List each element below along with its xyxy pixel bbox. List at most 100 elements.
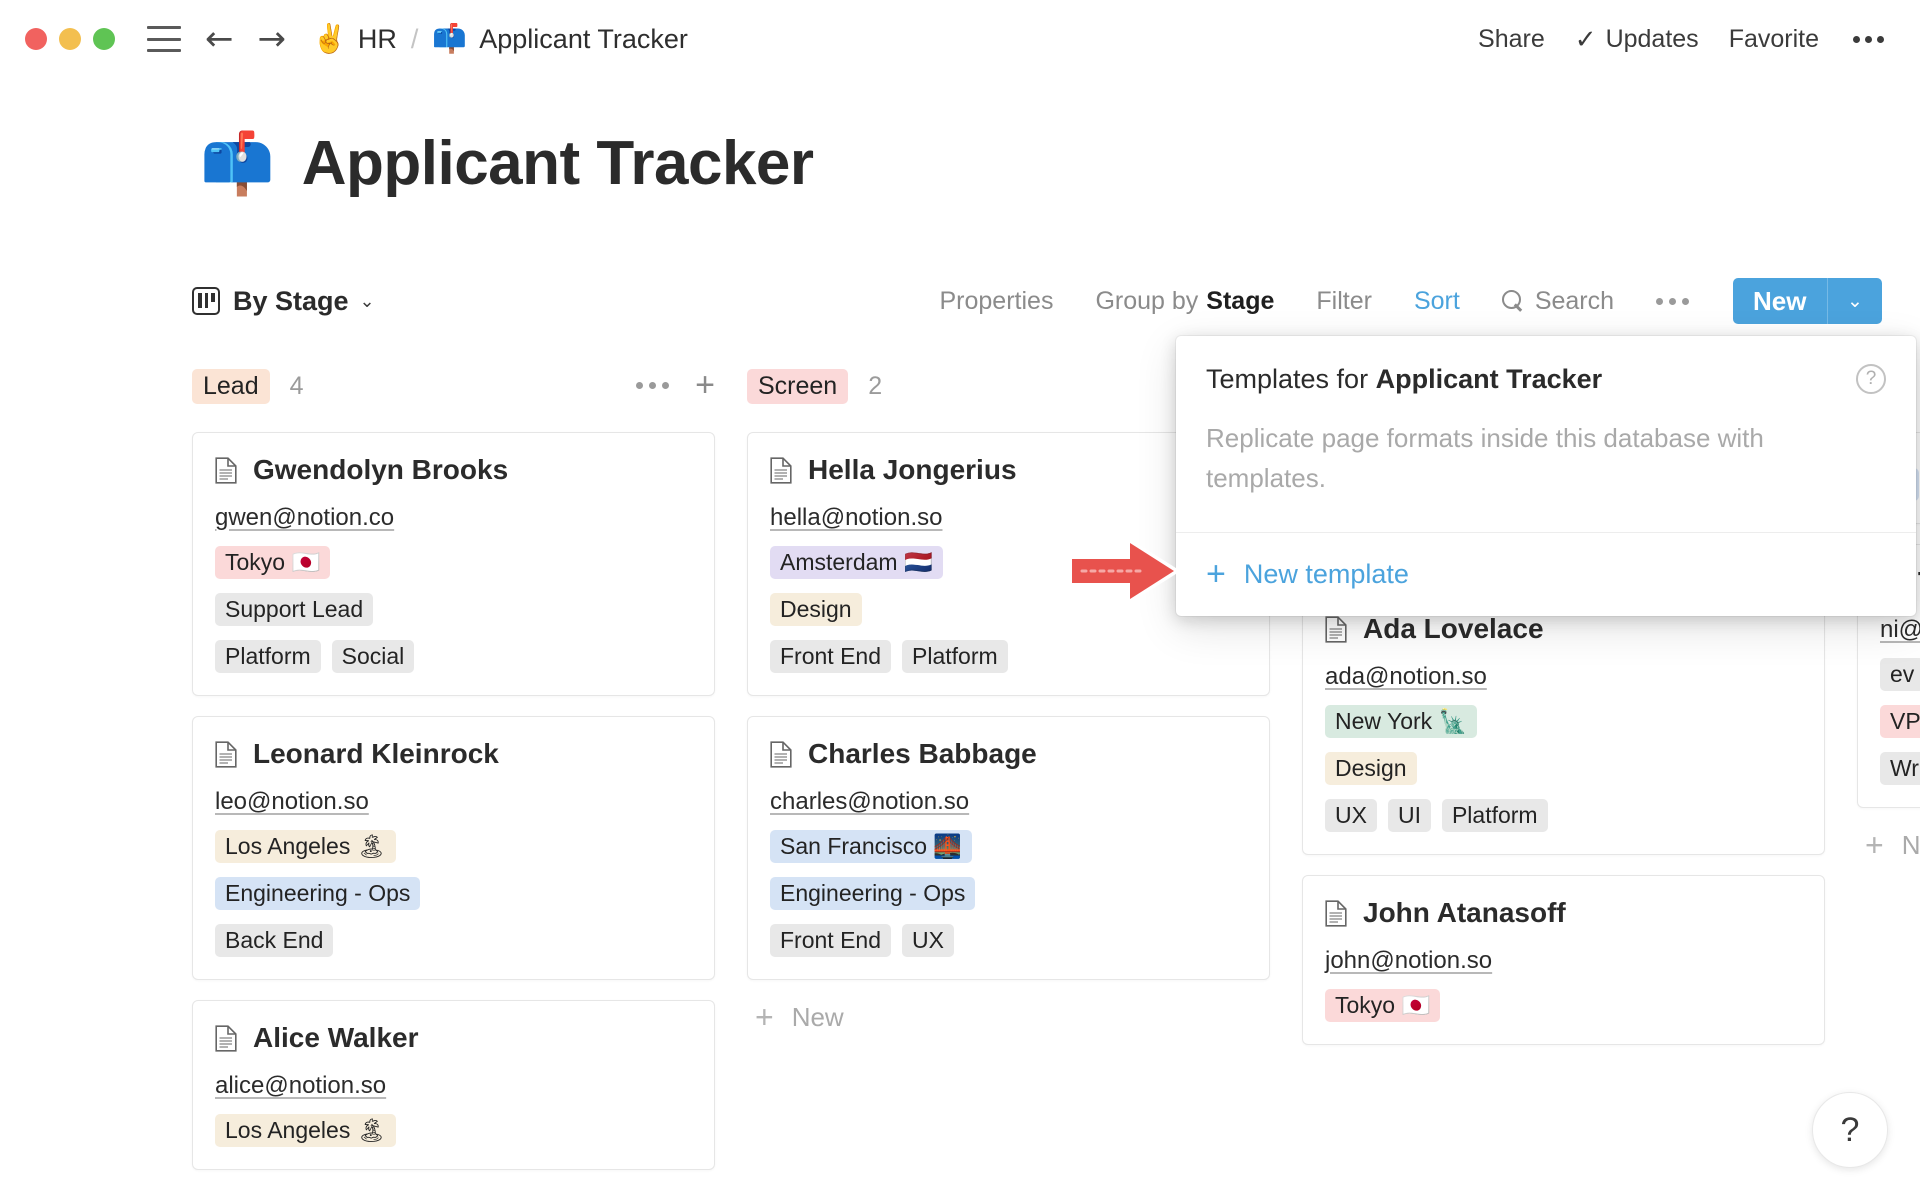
share-button[interactable]: Share xyxy=(1478,24,1545,53)
card-email-link[interactable]: ada@notion.so xyxy=(1325,663,1487,690)
forward-arrow-icon[interactable]: → xyxy=(257,19,287,59)
kanban-card[interactable]: John Atanasoff john@notion.so Tokyo 🇯🇵 xyxy=(1302,875,1825,1045)
card-tag[interactable]: Tokyo 🇯🇵 xyxy=(1325,989,1441,1022)
card-title: Gwendolyn Brooks xyxy=(253,454,509,485)
new-button[interactable]: New xyxy=(1733,278,1827,324)
sort-button[interactable]: Sort xyxy=(1413,286,1460,315)
new-button-group: New ⌄ xyxy=(1733,278,1882,324)
templates-title-prefix: Templates for xyxy=(1206,364,1369,394)
card-tag[interactable]: VP xyxy=(1880,705,1920,738)
card-tag-row: VP xyxy=(1880,705,1920,738)
card-tag[interactable]: Los Angeles 🏝 xyxy=(215,830,396,863)
card-title-row: Alice Walker xyxy=(215,1022,692,1054)
page-icon[interactable]: 📫 xyxy=(200,129,275,197)
card-tag-row: Writ xyxy=(1880,752,1920,785)
card-tag[interactable]: Platform xyxy=(1441,799,1548,832)
properties-button[interactable]: Properties xyxy=(939,286,1054,315)
sidebar-toggle-icon[interactable] xyxy=(147,26,181,52)
favorite-button[interactable]: Favorite xyxy=(1728,24,1819,53)
filter-button[interactable]: Filter xyxy=(1316,286,1372,315)
card-tag-row: Los Angeles 🏝 xyxy=(215,830,692,863)
card-tag[interactable]: UI xyxy=(1387,799,1431,832)
database-toolbar: By Stage ⌄ Properties Group by Stage Fil… xyxy=(192,272,1882,330)
kanban-board: Lead 4 + Gwendolyn Brooks gwen@notion.co Toky… xyxy=(192,360,1920,1200)
maximize-window-button[interactable] xyxy=(93,28,115,50)
kanban-card[interactable]: Hella Jongerius hella@notion.so Amsterdam … xyxy=(747,432,1270,696)
column-add-card-icon[interactable]: + xyxy=(695,366,715,405)
column-new-card-button[interactable]: + New xyxy=(747,1001,1270,1034)
column-header-actions: + xyxy=(636,366,715,405)
card-tag[interactable]: UX xyxy=(902,924,954,957)
card-tag[interactable]: Platform xyxy=(215,640,321,673)
card-tag-row: Tokyo 🇯🇵 xyxy=(1325,989,1802,1022)
card-email-link[interactable]: alice@notion.so xyxy=(215,1072,387,1099)
card-tag[interactable]: Social xyxy=(331,640,415,673)
card-tag[interactable]: New York 🗽 xyxy=(1325,705,1478,738)
card-tag[interactable]: Support Lead xyxy=(215,593,374,626)
card-email-link[interactable]: ni@ xyxy=(1880,616,1920,643)
card-tag[interactable]: Front End xyxy=(770,640,891,673)
card-tag[interactable]: Engineering - Ops xyxy=(770,877,976,910)
stage-badge[interactable]: Lead xyxy=(192,368,270,404)
kanban-card[interactable]: Charles Babbage charles@notion.so San Fran… xyxy=(747,716,1270,980)
view-name-label: By Stage xyxy=(233,285,349,316)
card-tag-row: Amsterdam 🇳🇱 xyxy=(770,546,1247,579)
card-tag[interactable]: Back End xyxy=(215,924,334,957)
card-tag[interactable]: Platform xyxy=(902,640,1008,673)
kanban-card[interactable]: Gwendolyn Brooks gwen@notion.co Tokyo 🇯🇵 Su… xyxy=(192,432,715,696)
card-email-link[interactable]: john@notion.so xyxy=(1325,947,1493,974)
breadcrumb-page[interactable]: Applicant Tracker xyxy=(479,23,688,54)
back-arrow-icon[interactable]: ← xyxy=(205,19,234,59)
card-tag[interactable]: UX xyxy=(1325,799,1377,832)
card-title: Charles Babbage xyxy=(808,738,1037,769)
card-tag[interactable]: Tokyo 🇯🇵 xyxy=(215,546,331,579)
page-document-icon xyxy=(1325,899,1347,927)
kanban-column: Screen 2 + Hella Jongerius hella@notion.so Am… xyxy=(747,360,1270,1200)
chevron-down-icon: ⌄ xyxy=(359,290,375,311)
card-title-row: John Atanasoff xyxy=(1325,897,1802,929)
more-options-icon[interactable] xyxy=(1853,35,1884,43)
card-tag[interactable]: Engineering - Ops xyxy=(215,877,421,910)
card-tag[interactable]: Design xyxy=(1325,752,1417,785)
search-icon xyxy=(1501,290,1524,312)
card-email-link[interactable]: charles@notion.so xyxy=(770,788,970,815)
stage-badge[interactable]: Screen xyxy=(747,368,849,404)
card-tag-row: Support Lead xyxy=(215,593,692,626)
kanban-card[interactable]: Ada Lovelace ada@notion.so New York 🗽 Desig… xyxy=(1302,591,1825,855)
card-email-link[interactable]: leo@notion.so xyxy=(215,788,369,815)
kanban-card[interactable]: Alice Walker alice@notion.so Los Angeles 🏝 xyxy=(192,1000,715,1170)
card-email-link[interactable]: gwen@notion.co xyxy=(215,504,395,531)
kanban-card[interactable]: Leonard Kleinrock leo@notion.so Los Angele… xyxy=(192,716,715,980)
column-more-icon[interactable] xyxy=(636,382,670,390)
search-button[interactable]: Search xyxy=(1501,287,1614,316)
breadcrumb-workspace[interactable]: HR xyxy=(357,23,397,54)
page-document-icon xyxy=(1325,615,1347,643)
minimize-window-button[interactable] xyxy=(59,28,81,50)
plus-icon: + xyxy=(1865,827,1884,864)
card-email-link[interactable]: hella@notion.so xyxy=(770,504,943,531)
red-right-arrow-icon xyxy=(1068,539,1178,603)
new-button-dropdown-icon[interactable]: ⌄ xyxy=(1828,278,1882,324)
new-template-button[interactable]: + New template xyxy=(1176,532,1916,616)
help-circle-icon[interactable]: ? xyxy=(1856,364,1886,394)
toolbar-more-icon[interactable] xyxy=(1656,297,1690,305)
check-icon: ✓ xyxy=(1574,23,1597,54)
card-title: Ada Lovelace xyxy=(1363,613,1544,644)
updates-button[interactable]: ✓ Updates xyxy=(1575,24,1699,55)
group-by-button[interactable]: Group by Stage xyxy=(1095,287,1274,316)
card-tag[interactable]: Amsterdam 🇳🇱 xyxy=(770,546,943,579)
view-tab-by-stage[interactable]: By Stage ⌄ xyxy=(192,286,375,317)
card-tag[interactable]: Los Angeles 🏝 xyxy=(215,1114,396,1147)
page-title[interactable]: Applicant Tracker xyxy=(301,129,814,198)
card-tag[interactable]: Design xyxy=(770,593,862,626)
toolbar-right-actions: Properties Group by Stage Filter Sort Se… xyxy=(898,278,1882,324)
card-tag[interactable]: San Francisco 🌉 xyxy=(770,830,973,863)
card-tag[interactable]: Writ xyxy=(1880,752,1920,785)
close-window-button[interactable] xyxy=(25,28,47,50)
card-tag[interactable]: Front End xyxy=(770,924,891,957)
column-new-card-button[interactable]: + N xyxy=(1857,827,1920,864)
card-tag[interactable]: ev xyxy=(1880,658,1920,691)
help-button[interactable]: ? xyxy=(1812,1092,1888,1168)
stage-card-count: 2 xyxy=(868,371,883,400)
